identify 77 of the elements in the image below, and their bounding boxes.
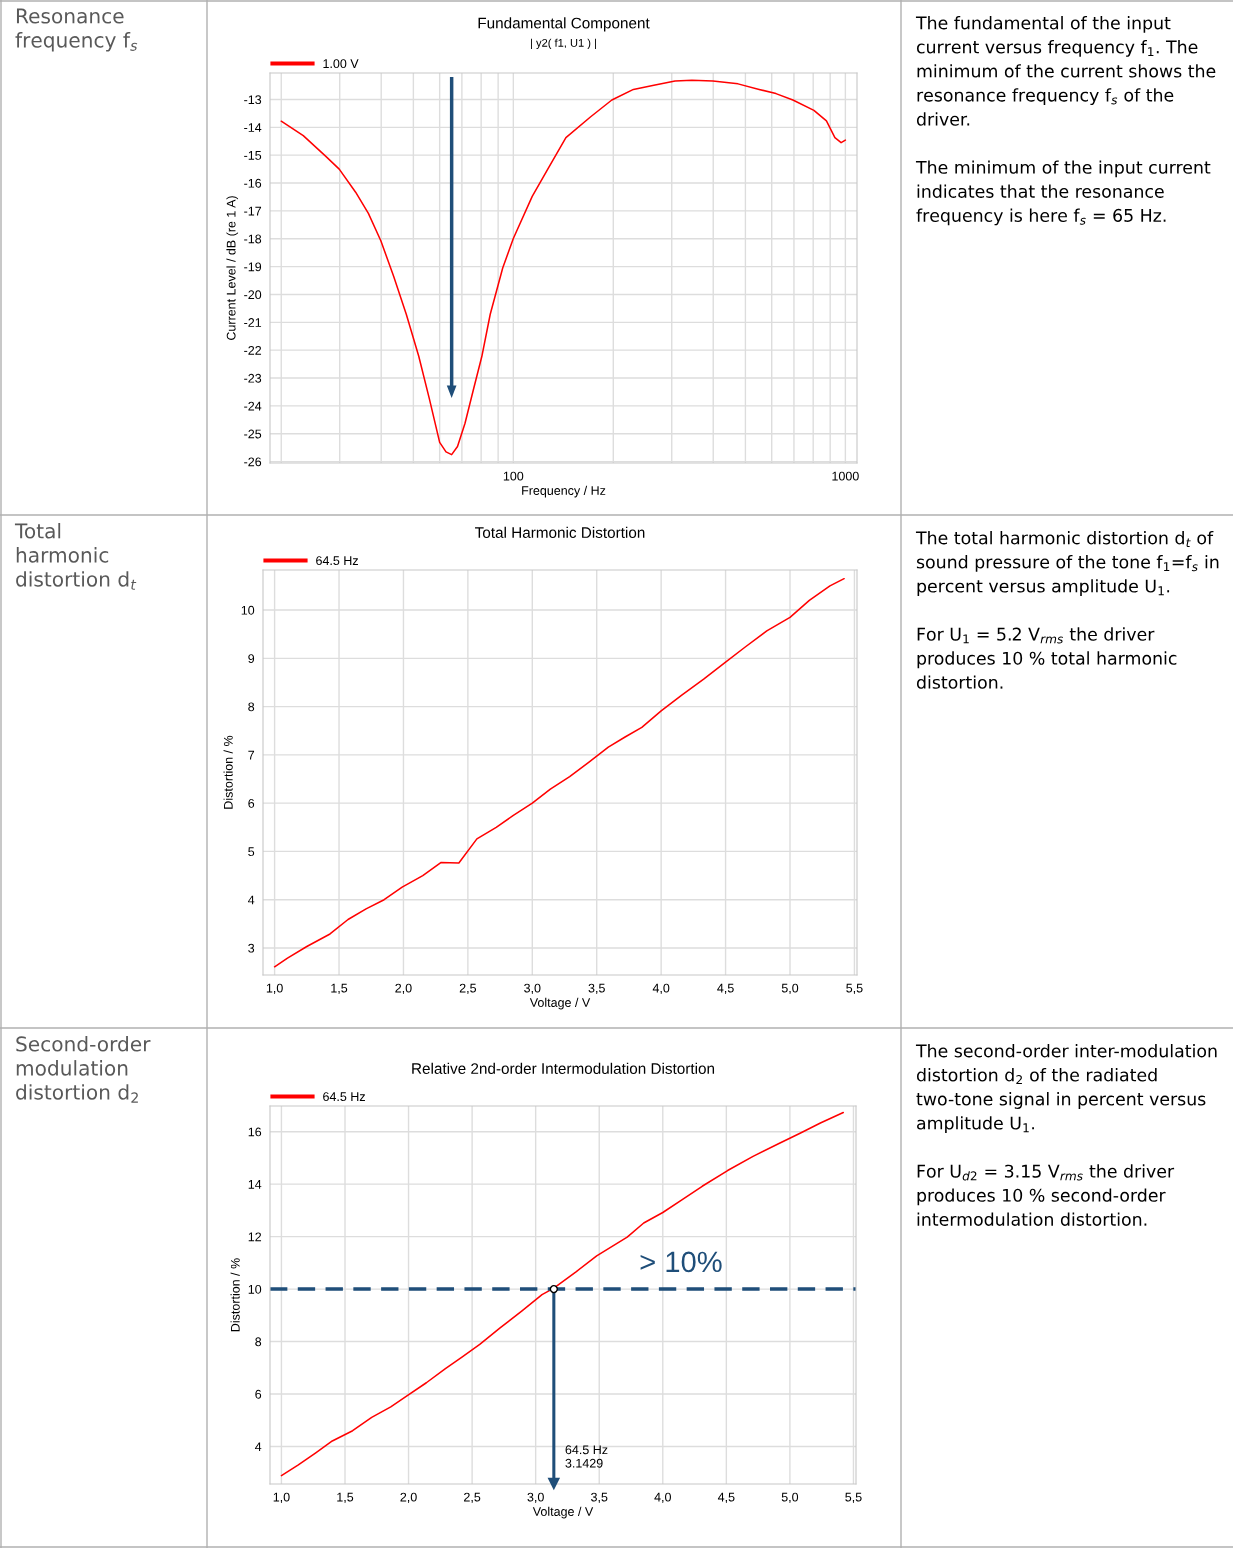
x-tick-label: 3,0: [527, 1492, 544, 1503]
x-tick-label: 2,0: [400, 1492, 417, 1503]
y-tick-label: 5: [248, 847, 255, 857]
x-tick-label: 3,5: [591, 1492, 608, 1503]
y-tick-label: -20: [244, 290, 262, 300]
y-tick-label: 10: [248, 1284, 262, 1294]
legend-label: 64.5 Hz: [323, 1092, 365, 1102]
text: The minimum of the input current indicates that the resonance frequency is here f$_{s}$ = 65 Hz.: [915, 160, 1211, 226]
x-tick-label: 4,0: [654, 1492, 671, 1503]
x-tick-label: 1,0: [266, 983, 283, 994]
y-tick-label: -16: [244, 178, 262, 188]
y-tick-label: -14: [244, 123, 262, 132]
chart-title: Fundamental Component: [478, 17, 650, 32]
y-tick-label: 10: [241, 605, 255, 615]
x-tick-label: 100: [503, 471, 524, 481]
x-tick-label: 3,5: [588, 983, 605, 994]
chart-title: Total Harmonic Distortion: [475, 526, 645, 538]
y-tick-label: -23: [244, 373, 262, 383]
x-axis-title: Frequency / Hz: [522, 485, 606, 498]
y-tick-label: 6: [248, 798, 255, 808]
y-tick-label: 12: [248, 1232, 262, 1242]
y-tick-label: 4: [248, 895, 255, 905]
x-tick-label: 5,0: [781, 983, 799, 994]
y-tick-label: -17: [244, 206, 262, 216]
x-axis-title: Voltage / V: [532, 1506, 594, 1519]
legend-label: 64.5 Hz: [316, 556, 358, 566]
y-tick-label: -15: [244, 151, 262, 160]
chart-title: Relative 2nd-order Intermodulation Distortion: [412, 1062, 715, 1074]
text: Total harmonic distortion d$_{t}$: [14, 523, 137, 590]
ref-line-label: 64.5 Hz 3.1429: [565, 1445, 608, 1468]
x-tick-label: 1,0: [273, 1492, 290, 1503]
text: Resonance frequency f$_{s}$: [15, 8, 138, 52]
y-tick-label: 8: [255, 1337, 262, 1347]
y-tick-label: -18: [244, 234, 262, 244]
text: The second-order inter-modulation distortion d$_{2}$ of the radiated two-tone signal in percent versus amplitude U$_{1}$.: [915, 1044, 1217, 1133]
y-tick-label: 16: [248, 1127, 262, 1137]
y-axis-title: Distortion / %: [230, 1258, 240, 1332]
y-axis-title: Current Level / dB (re 1 A): [226, 196, 239, 340]
y-tick-label: -13: [244, 95, 262, 105]
y-tick-label: 7: [248, 750, 255, 760]
x-axis-title: Voltage / V: [529, 997, 591, 1010]
x-tick-label: 5,5: [846, 983, 863, 994]
y-tick-label: -22: [244, 345, 262, 355]
x-tick-label: 4,5: [717, 983, 734, 994]
x-tick-label: 1000: [832, 471, 859, 481]
y-tick-label: -26: [244, 457, 262, 467]
x-tick-label: 2,0: [395, 983, 412, 994]
x-tick-label: 1,5: [331, 983, 348, 994]
y-tick-label: -19: [244, 262, 262, 272]
text: For U$_{d2}$ = 3.15 V$_{rms}$ the driver produces 10 % second-order intermodulation distortion.: [917, 1164, 1175, 1226]
x-tick-label: 1,5: [337, 1492, 354, 1503]
x-tick-label: 5,0: [781, 1492, 799, 1503]
ref-line-label: > 10%: [640, 1251, 722, 1273]
y-tick-label: 4: [255, 1442, 262, 1452]
x-tick-label: 2,5: [464, 1492, 481, 1503]
text: Second-order modulation distortion d$_{2}$: [16, 1036, 151, 1103]
line-series: [280, 1111, 845, 1477]
x-tick-label: 2,5: [459, 983, 477, 994]
text: For U$_{1}$ = 5.2 V$_{rms}$ the driver produces 10 % total harmonic distortion.: [916, 627, 1177, 689]
y-tick-label: 9: [248, 654, 255, 663]
chart-subtitle: | y2( f1, U1 ) |: [531, 38, 596, 50]
y-tick-label: 6: [255, 1389, 262, 1399]
legend-label: 1.00 V: [323, 59, 359, 69]
y-tick-label: 8: [248, 702, 255, 712]
x-tick-label: 5,5: [845, 1492, 862, 1503]
y-tick-label: -24: [244, 401, 262, 411]
x-tick-label: 4,0: [652, 983, 670, 994]
y-tick-label: 14: [248, 1180, 262, 1189]
text: The total harmonic distortion d$_{t}$ of sound pressure of the tone f$_{1}$=f$_{s}$ in percent versus amplitude U$_{1}$.: [915, 531, 1219, 596]
text: The fundamental of the input current versus frequency f$_{1}$. The minimum of the current shows the resonance frequency f$_{s}$ of the driver.: [915, 16, 1216, 126]
line-series: [273, 577, 845, 968]
x-tick-label: 3,0: [524, 983, 541, 994]
y-axis-title: Distortion / %: [223, 735, 233, 809]
x-tick-label: 4,5: [717, 1492, 735, 1503]
y-tick-label: -21: [244, 318, 262, 327]
y-tick-label: 3: [248, 943, 255, 953]
y-tick-label: -25: [244, 429, 262, 439]
